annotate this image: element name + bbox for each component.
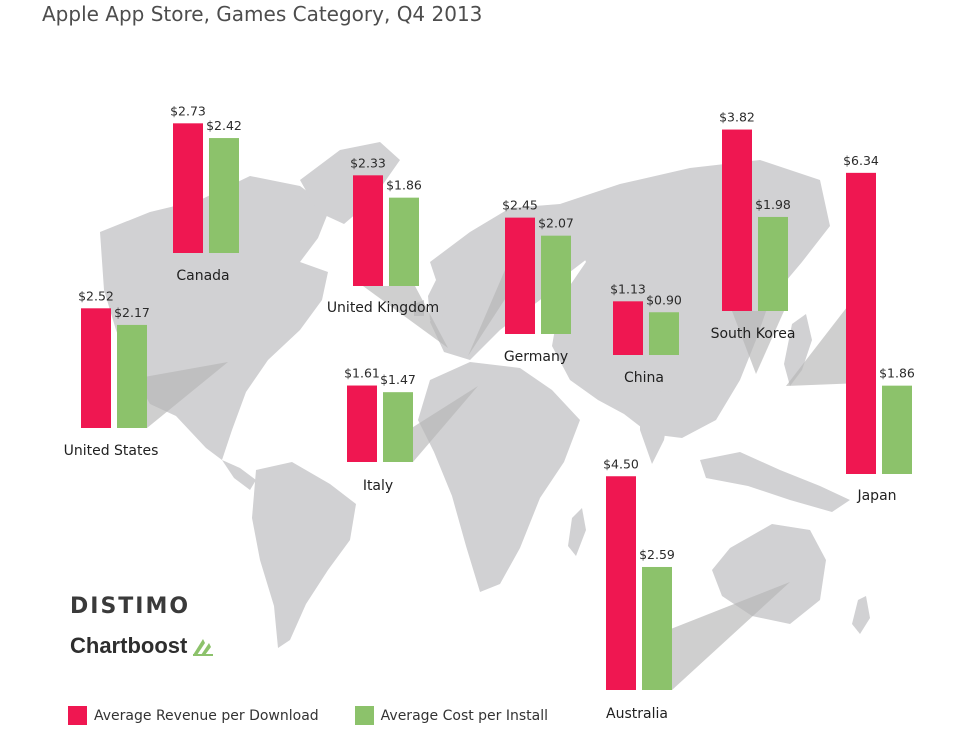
bar-cost-united-kingdom [389, 197, 419, 286]
category-label-germany: Germany [504, 349, 568, 365]
bar-cost-germany [541, 235, 571, 334]
bar-cost-japan [882, 385, 912, 474]
category-label-canada: Canada [176, 268, 229, 284]
pointer-united-states [147, 362, 228, 428]
legend-label-cost: Average Cost per Install [380, 707, 549, 724]
value-label-cost-united-states: $2.17 [114, 305, 150, 320]
category-label-italy: Italy [363, 478, 393, 494]
bar-revenue-united-kingdom [353, 175, 383, 286]
value-label-cost-italy: $1.47 [380, 372, 416, 387]
legend-swatch-revenue [68, 706, 87, 725]
distimo-logo: DISTIMO [70, 594, 191, 619]
chartboost-wordmark: Chartboost [70, 633, 188, 658]
legend-swatch-cost [354, 706, 374, 725]
value-label-revenue-canada: $2.73 [170, 103, 206, 118]
value-label-cost-canada: $2.42 [206, 118, 242, 133]
value-label-cost-australia: $2.59 [639, 547, 675, 562]
value-label-revenue-germany: $2.45 [502, 198, 538, 213]
bar-revenue-italy [347, 385, 377, 462]
pointer-united-kingdom [363, 286, 448, 348]
chartboost-logo: Chartboost [70, 633, 215, 659]
category-label-australia: Australia [606, 706, 668, 722]
value-label-revenue-united-kingdom: $2.33 [350, 155, 386, 170]
bar-cost-italy [383, 392, 413, 462]
value-label-cost-japan: $1.86 [879, 366, 915, 381]
bar-revenue-china [613, 301, 643, 355]
bar-marks [81, 123, 912, 690]
value-label-revenue-japan: $6.34 [843, 153, 879, 168]
pointer-australia [672, 582, 790, 690]
bar-revenue-united-states [81, 308, 111, 428]
bar-revenue-south-korea [722, 129, 752, 311]
value-label-revenue-china: $1.13 [610, 281, 646, 296]
value-label-revenue-south-korea: $3.82 [719, 110, 755, 125]
category-label-south-korea: South Korea [711, 326, 796, 342]
chart-legend: Average Revenue per Download Average Cos… [68, 706, 584, 725]
value-label-revenue-italy: $1.61 [344, 366, 380, 381]
category-label-united-kingdom: United Kingdom [327, 300, 439, 316]
value-label-cost-germany: $2.07 [538, 216, 574, 231]
pointer-germany [468, 269, 505, 356]
bar-group-pointers [147, 269, 846, 690]
bar-revenue-japan [846, 172, 876, 474]
bar-revenue-australia [606, 476, 636, 690]
pointer-japan [786, 308, 846, 386]
value-label-revenue-australia: $4.50 [603, 456, 639, 471]
value-label-cost-china: $0.90 [646, 292, 682, 307]
legend-item-revenue: Average Revenue per Download [68, 706, 319, 725]
pointer-italy [413, 386, 478, 462]
bar-cost-united-states [117, 324, 147, 428]
bar-cost-south-korea [758, 216, 788, 311]
legend-label-revenue: Average Revenue per Download [94, 707, 319, 724]
chartboost-mark-icon [193, 639, 214, 656]
chart-title: Apple App Store, Games Category, Q4 2013 [42, 2, 483, 26]
bar-cost-china [649, 312, 679, 355]
category-label-china: China [624, 370, 664, 386]
bar-cost-canada [209, 138, 239, 253]
bar-cost-australia [642, 566, 672, 690]
value-label-cost-south-korea: $1.98 [755, 197, 791, 212]
bar-revenue-germany [505, 217, 535, 334]
value-label-revenue-united-states: $2.52 [78, 288, 114, 303]
legend-item-cost: Average Cost per Install [354, 706, 549, 725]
bar-revenue-canada [173, 123, 203, 253]
category-label-japan: Japan [856, 488, 896, 504]
value-label-cost-united-kingdom: $1.86 [386, 178, 422, 193]
value-labels: $2.52$2.17 United States $2.73$2.42 Canada $… [64, 103, 915, 722]
pointer-south-korea [732, 311, 784, 374]
category-label-united-states: United States [64, 443, 159, 459]
